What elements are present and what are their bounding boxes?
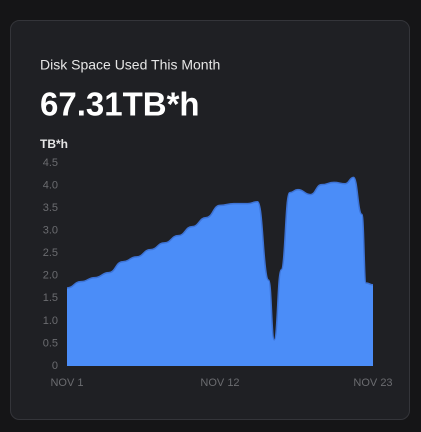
y-tick-label: 0 — [52, 360, 58, 372]
y-tick-label: 1.5 — [43, 292, 58, 304]
y-tick-label: 0.5 — [43, 337, 58, 349]
y-tick-label: 3.0 — [43, 225, 58, 237]
y-tick-label: 3.5 — [43, 202, 58, 214]
x-tick-label: NOV 23 — [353, 377, 392, 389]
x-tick-label: NOV 12 — [200, 377, 239, 389]
summary-value: 67.31TB*h — [40, 86, 200, 123]
x-tick-label: NOV 1 — [50, 377, 83, 389]
y-tick-label: 1.0 — [43, 315, 58, 327]
y-tick-label: 4.5 — [43, 157, 58, 169]
y-tick-label: 2.0 — [43, 270, 58, 282]
y-tick-label: 4.0 — [43, 179, 58, 191]
y-tick-label: 2.5 — [43, 247, 58, 259]
area-line — [66, 176, 374, 341]
chart-title: Disk Space Used This Month — [40, 57, 220, 73]
area — [67, 177, 373, 366]
y-axis-label: TB*h — [40, 137, 68, 151]
